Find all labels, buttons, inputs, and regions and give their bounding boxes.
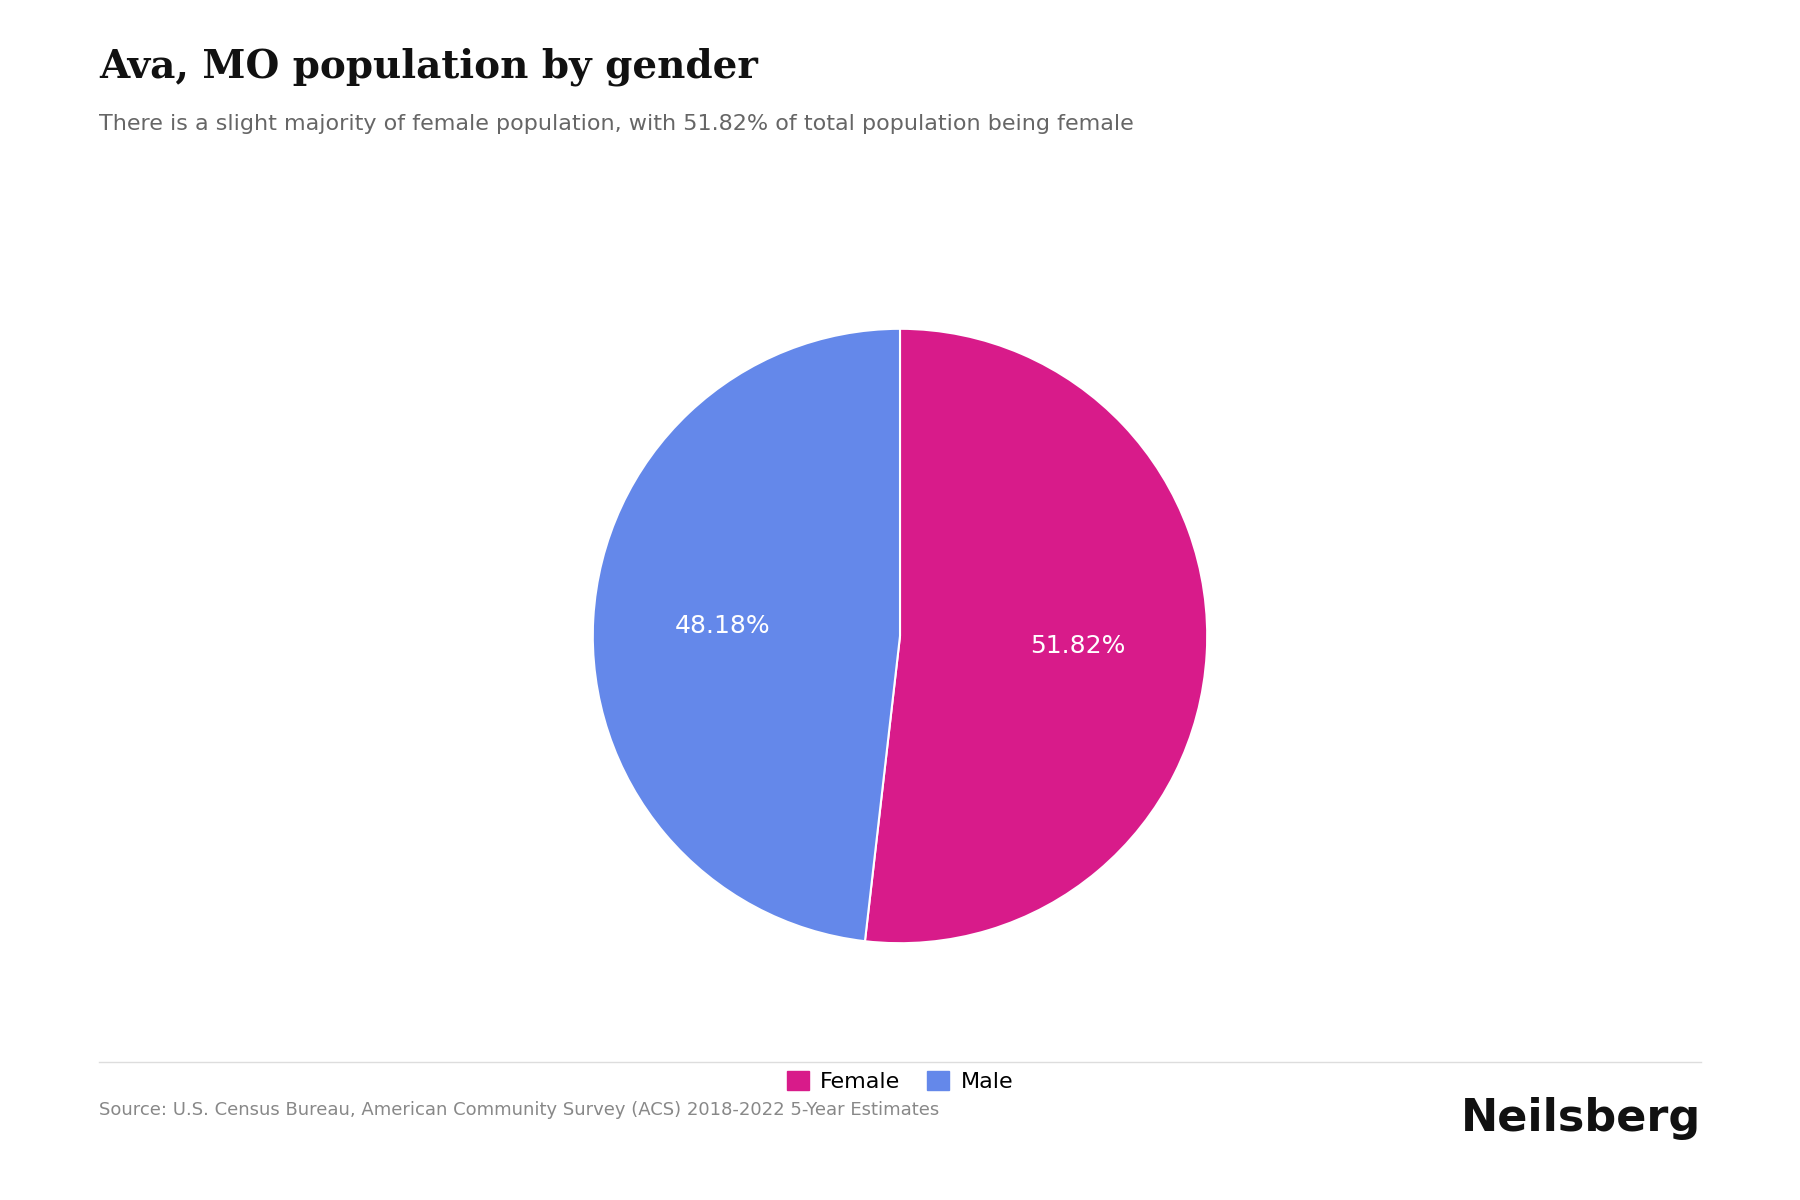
Wedge shape bbox=[866, 329, 1208, 943]
Text: Source: U.S. Census Bureau, American Community Survey (ACS) 2018-2022 5-Year Est: Source: U.S. Census Bureau, American Com… bbox=[99, 1102, 940, 1118]
Text: Ava, MO population by gender: Ava, MO population by gender bbox=[99, 48, 758, 86]
Text: 51.82%: 51.82% bbox=[1030, 634, 1125, 658]
Text: Neilsberg: Neilsberg bbox=[1462, 1097, 1701, 1140]
Wedge shape bbox=[592, 329, 900, 941]
Legend: Female, Male: Female, Male bbox=[778, 1062, 1022, 1102]
Text: There is a slight majority of female population, with 51.82% of total population: There is a slight majority of female pop… bbox=[99, 114, 1134, 134]
Text: 48.18%: 48.18% bbox=[675, 614, 770, 638]
